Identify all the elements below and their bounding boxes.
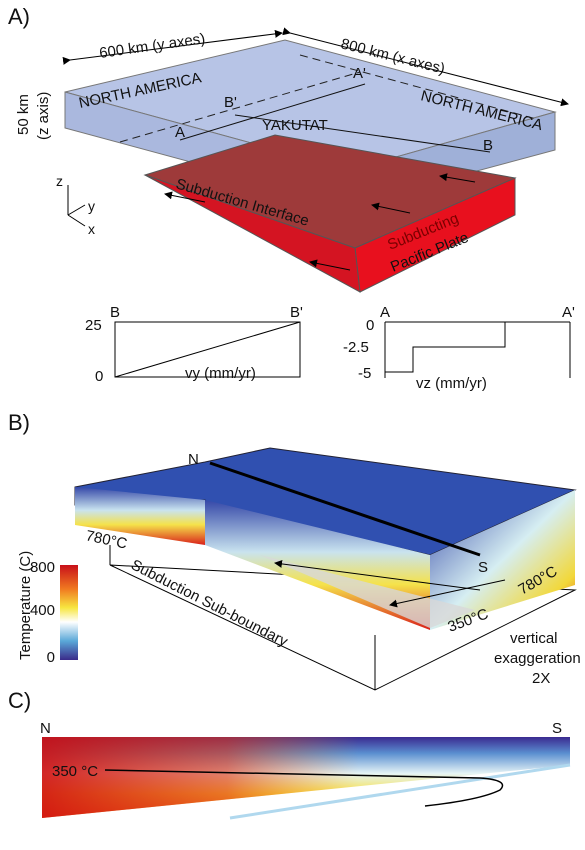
point-label: A <box>175 124 185 141</box>
profile-tick: -5 <box>358 365 371 382</box>
axis-label: x <box>88 221 95 237</box>
point-label: B <box>483 137 493 154</box>
panel-label: A) <box>8 4 30 29</box>
point-label: B' <box>224 94 237 111</box>
profile-end: A' <box>562 304 575 321</box>
note: 2X <box>532 670 550 687</box>
profile-tick: -2.5 <box>343 339 369 356</box>
isotherm-label: 350 °C <box>52 763 98 780</box>
profile-tick: 0 <box>95 368 103 385</box>
profile-axis-label: vy (mm/yr) <box>185 365 256 382</box>
note: exaggeration <box>494 650 581 667</box>
dimension-label: (z axis) <box>35 92 52 140</box>
region-label: YAKUTAT <box>262 117 328 134</box>
dimension-label: 50 km <box>15 94 32 135</box>
point-label: A' <box>353 65 366 82</box>
profile-tick: 25 <box>85 317 102 334</box>
profile-end: B' <box>290 304 303 321</box>
axis-line <box>68 215 85 226</box>
profile-end: A <box>380 304 390 321</box>
axis-label: y <box>88 198 95 214</box>
direction-label: S <box>552 720 562 737</box>
colorbar-tick: 0 <box>47 649 55 666</box>
axis-line <box>68 205 85 215</box>
colorbar-tick: 800 <box>30 559 55 576</box>
axis-label: z <box>56 173 63 189</box>
panel-label: C) <box>8 688 31 713</box>
figure: A) 600 km (y axes) 800 km (x axes) 50 km… <box>0 0 585 845</box>
profile-line <box>385 322 570 372</box>
colorbar-tick: 400 <box>30 602 55 619</box>
direction-label: S <box>478 559 488 576</box>
direction-label: N <box>188 451 199 468</box>
direction-label: N <box>40 720 51 737</box>
profile-end: B <box>110 304 120 321</box>
profile-tick: 0 <box>366 317 374 334</box>
colorbar <box>60 565 78 660</box>
profile-axis-label: vz (mm/yr) <box>416 375 487 392</box>
dimension-label: 600 km (y axes) <box>98 30 206 62</box>
note: vertical <box>510 630 558 647</box>
panel-label: B) <box>8 410 30 435</box>
